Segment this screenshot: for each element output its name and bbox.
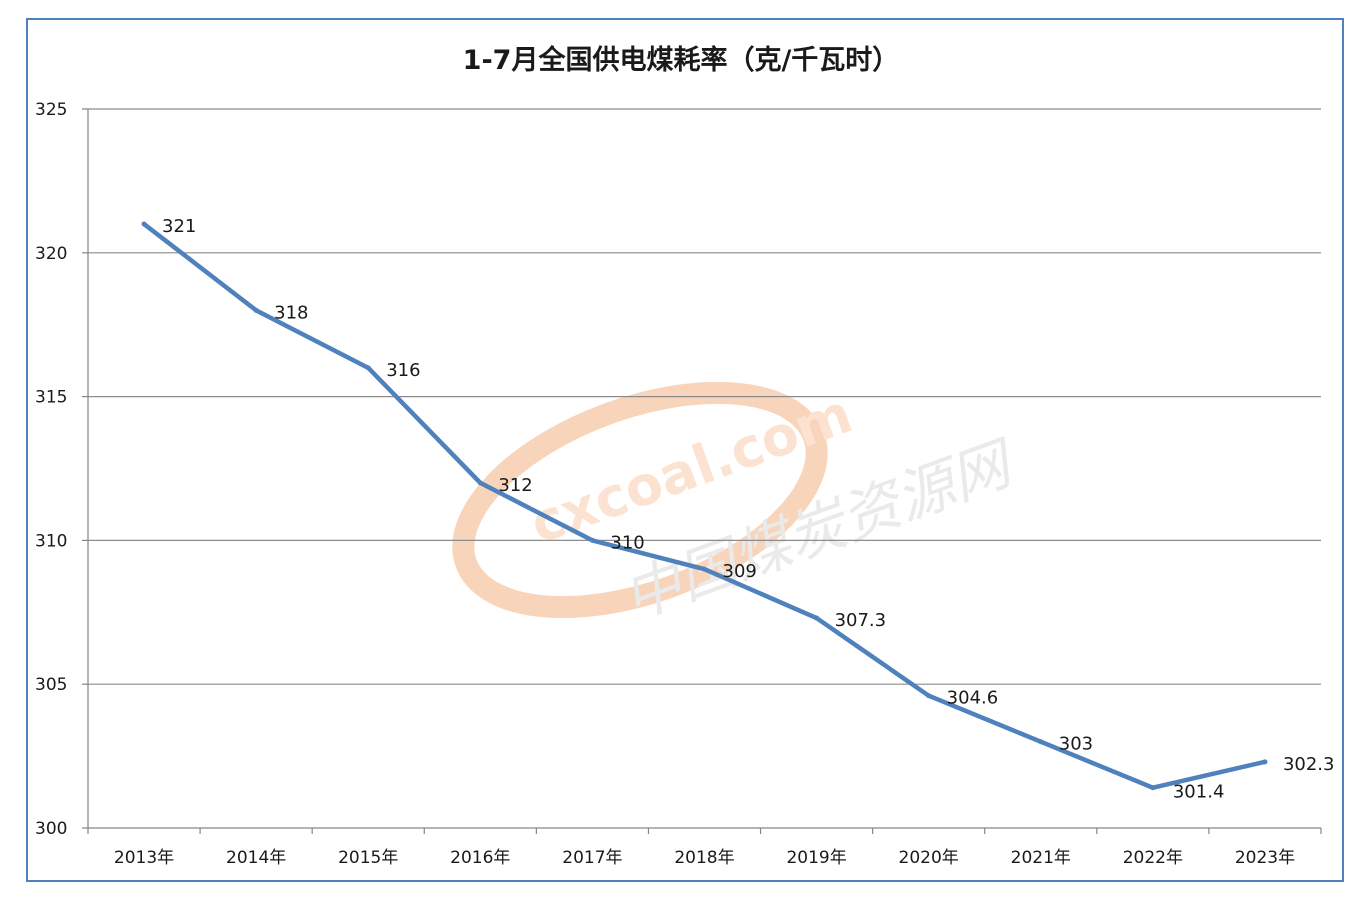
data-labels: 321 318 316 312 310 309 307.3 304.6 303 301.4 302.… (162, 216, 1334, 803)
y-tick-label: 325 (35, 100, 67, 120)
y-tick-label: 300 (35, 819, 67, 839)
y-tick-label: 310 (35, 531, 67, 551)
data-point (926, 693, 932, 699)
watermark-logo: cxcoal.com 中国煤炭资源网 (452, 382, 1025, 633)
data-point (1150, 785, 1156, 791)
data-point (477, 480, 483, 486)
x-tick-label: 2023年 (1235, 848, 1295, 868)
data-label: 310 (610, 532, 644, 553)
series-line-group (141, 221, 1268, 791)
data-label: 312 (498, 475, 532, 496)
x-tick-label: 2017年 (562, 848, 622, 868)
data-label: 309 (723, 561, 757, 582)
data-label: 302.3 (1283, 754, 1335, 775)
y-tick-label: 320 (35, 244, 67, 264)
data-point (702, 566, 707, 572)
data-point (1038, 739, 1044, 745)
gridlines (88, 108, 1321, 685)
x-tick-label: 2016年 (450, 848, 510, 868)
y-axis-tick-labels: 300 305 310 315 320 325 (35, 100, 67, 839)
x-tick-label: 2019年 (786, 848, 846, 868)
chart-frame (26, 18, 1344, 882)
x-tick-label: 2020年 (899, 848, 959, 868)
chart-title: 1-7月全国供电煤耗率（克/千瓦时） (462, 45, 900, 76)
x-tick-label: 2018年 (674, 848, 734, 868)
x-tick-label: 2022年 (1123, 848, 1183, 868)
data-point (253, 307, 259, 313)
data-label: 304.6 (947, 688, 999, 709)
y-tick-label: 305 (35, 675, 67, 695)
data-label: 316 (386, 360, 420, 381)
data-point (1262, 759, 1268, 765)
data-label: 307.3 (835, 610, 887, 631)
x-tick-label: 2014年 (226, 848, 286, 868)
y-tick-label: 315 (35, 388, 67, 408)
data-point (814, 615, 820, 621)
x-tick-label: 2013年 (114, 848, 174, 868)
data-point (141, 221, 147, 227)
data-point (365, 365, 371, 371)
data-label: 318 (274, 302, 308, 323)
x-tick-label: 2015年 (338, 848, 398, 868)
x-axis-tick-labels: 2013年 2014年 2015年 2016年 2017年 2018年 2019年 2020年… (114, 848, 1295, 868)
data-label: 301.4 (1173, 782, 1225, 803)
data-point (589, 537, 595, 543)
x-tick-label: 2021年 (1011, 848, 1071, 868)
axes (82, 108, 1322, 834)
data-label: 321 (162, 216, 196, 237)
data-label: 303 (1059, 734, 1093, 755)
series-line (141, 221, 1268, 790)
